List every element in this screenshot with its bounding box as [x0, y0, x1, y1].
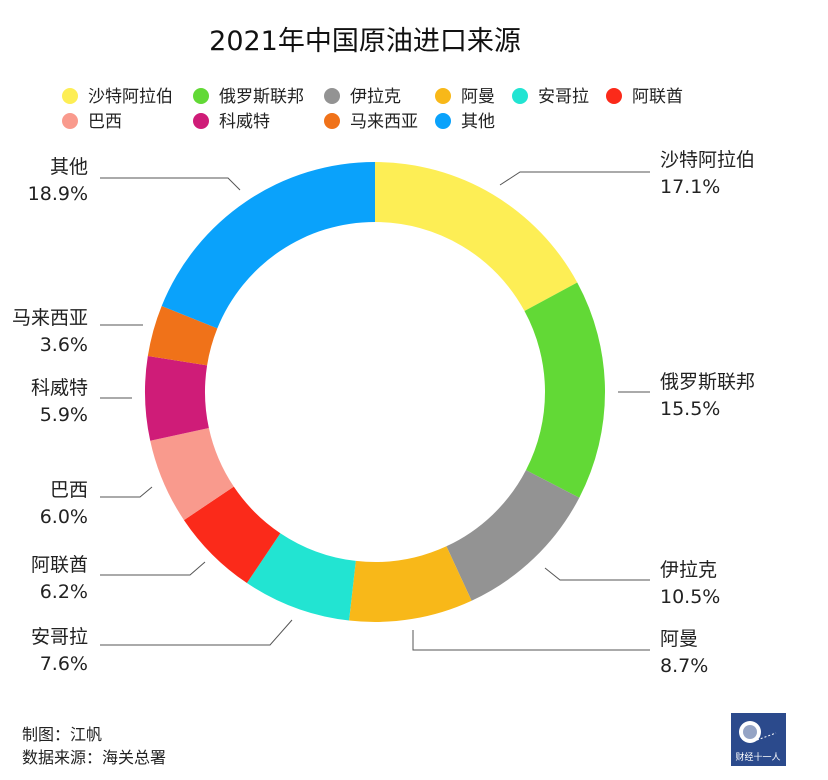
logo-text: 财经十一人	[735, 751, 780, 763]
slices	[144, 162, 605, 622]
slice-name: 安哥拉	[31, 626, 88, 648]
slice-label: 沙特阿拉伯 17.1%	[499, 149, 755, 198]
legend-swatch	[193, 113, 209, 129]
author-credit: 制图：江帆	[22, 725, 102, 744]
leader-line	[499, 171, 650, 186]
slice-value: 17.1%	[660, 176, 720, 198]
slice	[446, 470, 580, 601]
data-labels: 沙特阿拉伯 17.1% 俄罗斯联邦 15.5% 伊拉克 10.5% 阿曼 8.7% 安哥拉 7.6…	[12, 149, 755, 677]
leader-line	[412, 630, 650, 651]
slice-name: 阿联酋	[31, 554, 88, 576]
leader-line	[100, 561, 206, 576]
legend-swatch	[193, 88, 209, 104]
slice-label: 阿曼 8.7%	[412, 628, 708, 677]
slice-label: 科威特 5.9%	[31, 377, 132, 426]
slice	[144, 356, 209, 441]
leader-line	[544, 567, 650, 581]
slice-label: 巴西 6.0%	[40, 479, 153, 528]
leader-line	[100, 177, 241, 191]
slice	[183, 486, 281, 584]
slice-value: 10.5%	[660, 586, 720, 608]
slice-value: 18.9%	[28, 183, 88, 205]
slice	[524, 282, 605, 498]
slice-label: 俄罗斯联邦 15.5%	[618, 371, 755, 420]
slice-name: 其他	[50, 156, 88, 178]
slice	[375, 162, 578, 312]
legend-item: 巴西	[62, 112, 122, 132]
slice-value: 8.7%	[660, 655, 708, 677]
legend-item: 马来西亚	[324, 112, 418, 132]
legend-item: 伊拉克	[324, 87, 401, 107]
legend-label: 俄罗斯联邦	[219, 87, 304, 107]
legend-swatch	[324, 88, 340, 104]
slice-label: 阿联酋 6.2%	[31, 554, 206, 603]
slice-name: 阿曼	[660, 628, 698, 650]
slice-name: 巴西	[50, 479, 88, 501]
legend-item: 阿曼	[435, 87, 495, 107]
chart-title: 2021年中国原油进口来源	[209, 26, 521, 57]
slice-value: 15.5%	[660, 398, 720, 420]
slice	[161, 162, 375, 329]
slice-value: 6.0%	[40, 506, 88, 528]
slice-value: 7.6%	[40, 653, 88, 675]
legend-label: 沙特阿拉伯	[88, 87, 173, 107]
slice-name: 伊拉克	[660, 559, 717, 581]
slice-name: 马来西亚	[12, 307, 88, 329]
legend-label: 科威特	[219, 112, 270, 132]
legend-label: 伊拉克	[350, 87, 401, 107]
legend-item: 阿联酋	[606, 87, 683, 107]
legend-swatch	[324, 113, 340, 129]
slice-name: 科威特	[31, 377, 88, 399]
legend-label: 安哥拉	[538, 87, 589, 107]
slice-label: 马来西亚 3.6%	[12, 307, 143, 356]
leader-line	[100, 619, 293, 646]
slice	[147, 305, 218, 366]
slice-name: 沙特阿拉伯	[660, 149, 755, 171]
slice	[150, 428, 234, 521]
legend-swatch	[62, 88, 78, 104]
slice-value: 5.9%	[40, 404, 88, 426]
logo: 财经十一人	[731, 713, 786, 766]
slice-value: 6.2%	[40, 581, 88, 603]
legend-swatch	[435, 88, 451, 104]
slice-label: 伊拉克 10.5%	[544, 559, 720, 608]
slice-name: 俄罗斯联邦	[660, 371, 755, 393]
slice-label: 安哥拉 7.6%	[31, 619, 293, 675]
slice-value: 3.6%	[40, 334, 88, 356]
legend-swatch	[435, 113, 451, 129]
legend-swatch	[62, 113, 78, 129]
legend-label: 阿联酋	[632, 87, 683, 107]
slice-label: 其他 18.9%	[28, 156, 241, 205]
source-note: 数据来源：海关总署	[22, 748, 166, 767]
legend-item: 沙特阿拉伯	[62, 87, 173, 107]
legend-item: 科威特	[193, 112, 270, 132]
legend-item: 俄罗斯联邦	[193, 87, 304, 107]
slice	[349, 546, 472, 622]
legend-label: 其他	[461, 112, 495, 132]
slice	[246, 533, 356, 621]
legend-label: 巴西	[88, 112, 122, 132]
legend-swatch	[512, 88, 528, 104]
legend-label: 阿曼	[461, 87, 495, 107]
legend-swatch	[606, 88, 622, 104]
legend-label: 马来西亚	[350, 112, 418, 132]
legend-item: 其他	[435, 112, 495, 132]
leader-line	[100, 486, 153, 498]
legend-item: 安哥拉	[512, 87, 589, 107]
